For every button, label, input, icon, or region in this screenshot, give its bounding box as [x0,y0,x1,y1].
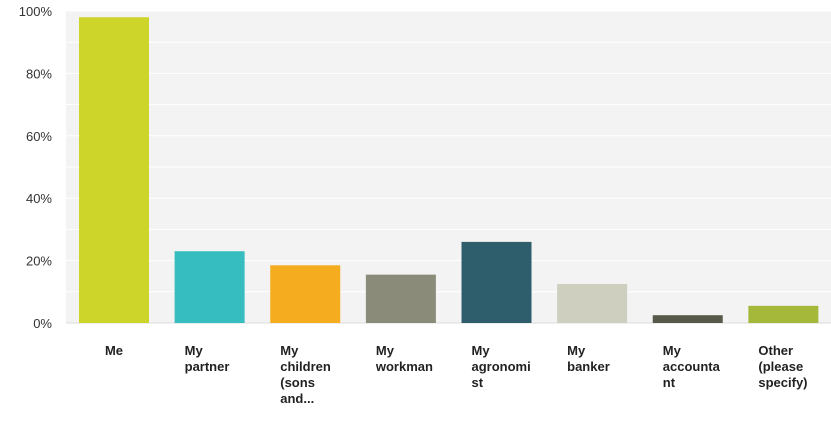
x-category-label: My partner [185,343,230,374]
x-category-label: My workman [375,343,433,374]
bar [748,305,819,323]
x-category-label: Me [105,343,123,358]
y-tick-label: 20% [26,254,52,269]
y-tick-label: 40% [26,191,52,206]
bar [79,17,149,324]
bar [174,251,245,323]
bar [652,315,723,323]
x-category-label: My banker [567,343,610,374]
y-tick-label: 80% [26,66,52,81]
x-category-label: My children (sons and... [280,343,331,406]
y-tick-label: 60% [26,129,52,144]
x-category-label: Other (please specify) [758,343,807,390]
x-axis-labels: Me My partner My children (sons and... My workma… [105,343,808,406]
bar [557,284,628,323]
bar [270,265,341,323]
y-tick-label: 100% [19,4,53,19]
bars [79,17,819,324]
x-category-label: My accounta nt [663,343,721,390]
bar [461,241,532,323]
x-category-label: My agronomi st [472,343,531,390]
bar [365,274,436,323]
y-tick-label: 0% [33,316,52,331]
y-axis-labels: 0% 20% 40% 60% 80% 100% [19,4,53,331]
